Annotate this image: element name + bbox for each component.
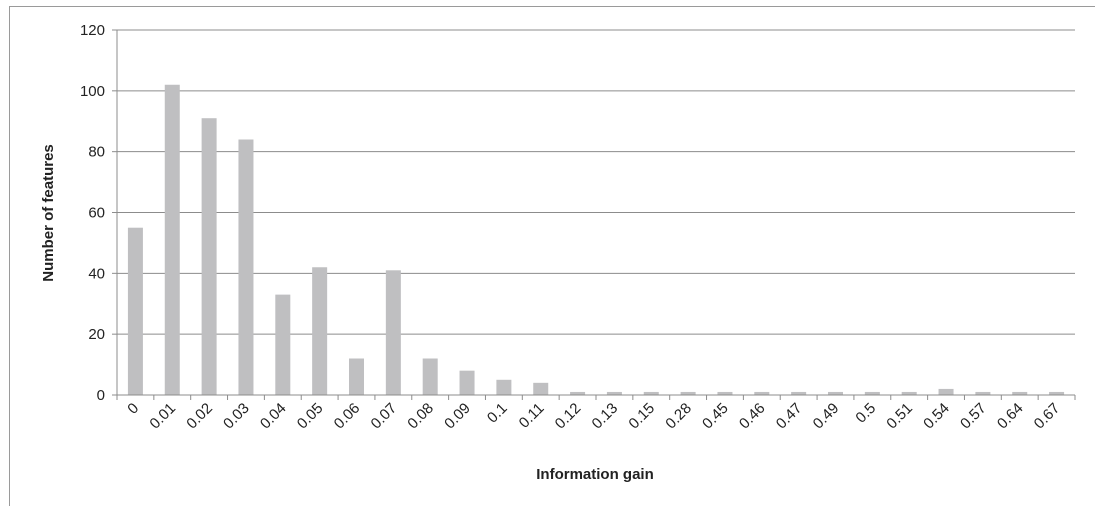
x-tick-label: 0.15 — [625, 400, 658, 433]
bar — [201, 118, 217, 395]
x-tick-label: 0.01 — [146, 400, 179, 433]
bar — [901, 391, 917, 395]
x-tick-label: 0.57 — [957, 400, 990, 433]
bar — [828, 391, 843, 395]
bar — [606, 391, 622, 395]
x-tick-label: 0.28 — [662, 400, 695, 433]
bar — [680, 391, 696, 395]
bar — [643, 391, 659, 395]
bar — [754, 391, 770, 395]
x-tick-label: 0.49 — [810, 400, 843, 433]
bar — [1012, 391, 1028, 395]
bar — [717, 391, 733, 395]
bar — [938, 388, 954, 395]
x-tick-label: 0.47 — [773, 400, 806, 433]
x-tick-label: 0.03 — [220, 400, 253, 433]
x-tick-label: 0.54 — [920, 400, 953, 433]
gridlines — [117, 29, 1075, 335]
y-tick-label: 40 — [88, 265, 105, 282]
y-tick-label: 100 — [80, 83, 105, 100]
bar — [349, 358, 364, 395]
x-axis-title: Information gain — [536, 466, 654, 483]
bar — [422, 358, 438, 395]
bars — [127, 84, 1065, 395]
bar — [385, 270, 401, 395]
x-tick-label: 0.07 — [368, 400, 401, 433]
bar — [496, 379, 512, 395]
x-tick-label: 0.02 — [183, 400, 216, 433]
y-tick-label: 20 — [88, 326, 105, 343]
y-tick-label: 120 — [80, 22, 105, 39]
axes — [112, 29, 1076, 400]
bar — [459, 370, 475, 395]
x-tick-label: 0.45 — [699, 400, 732, 433]
bar — [164, 84, 180, 395]
x-tick-label: 0.08 — [404, 400, 437, 433]
x-tick-label: 0.51 — [883, 400, 916, 433]
x-tick-label: 0.12 — [552, 400, 585, 433]
x-tick-label: 0 — [124, 400, 142, 418]
x-tick-label: 0.04 — [257, 400, 290, 433]
x-tick-label: 0.46 — [736, 400, 769, 433]
chart-frame — [9, 6, 1095, 506]
bar — [533, 382, 549, 395]
bar — [864, 391, 880, 395]
x-tick-label: 0.5 — [852, 400, 879, 427]
bar — [275, 294, 291, 395]
bar — [1049, 391, 1065, 395]
y-tick-labels: 0 20 40 60 80 100 120 — [80, 22, 105, 404]
y-tick-label: 0 — [97, 387, 105, 404]
bar — [975, 391, 991, 395]
x-tick-label: 0.06 — [331, 400, 364, 433]
x-tick-label: 0.05 — [294, 400, 327, 433]
x-tick-label: 0.67 — [1031, 400, 1064, 433]
bar — [127, 227, 143, 395]
x-tick-labels: 0 0.01 0.02 0.03 0.04 0.05 0.06 0.07 0.08 0.09 0.1… — [124, 400, 1063, 433]
y-tick-label: 80 — [88, 144, 105, 161]
bar — [570, 391, 586, 395]
x-tick-label: 0.09 — [441, 400, 474, 433]
x-tick-label: 0.1 — [484, 400, 511, 427]
y-tick-label: 60 — [88, 205, 105, 222]
bar — [791, 391, 807, 395]
x-tick-label: 0.11 — [516, 400, 548, 432]
bar — [312, 267, 328, 395]
x-tick-label: 0.64 — [994, 400, 1027, 433]
bar — [238, 139, 254, 395]
y-axis-title: Number of features — [40, 144, 57, 282]
x-tick-label: 0.13 — [589, 400, 622, 433]
